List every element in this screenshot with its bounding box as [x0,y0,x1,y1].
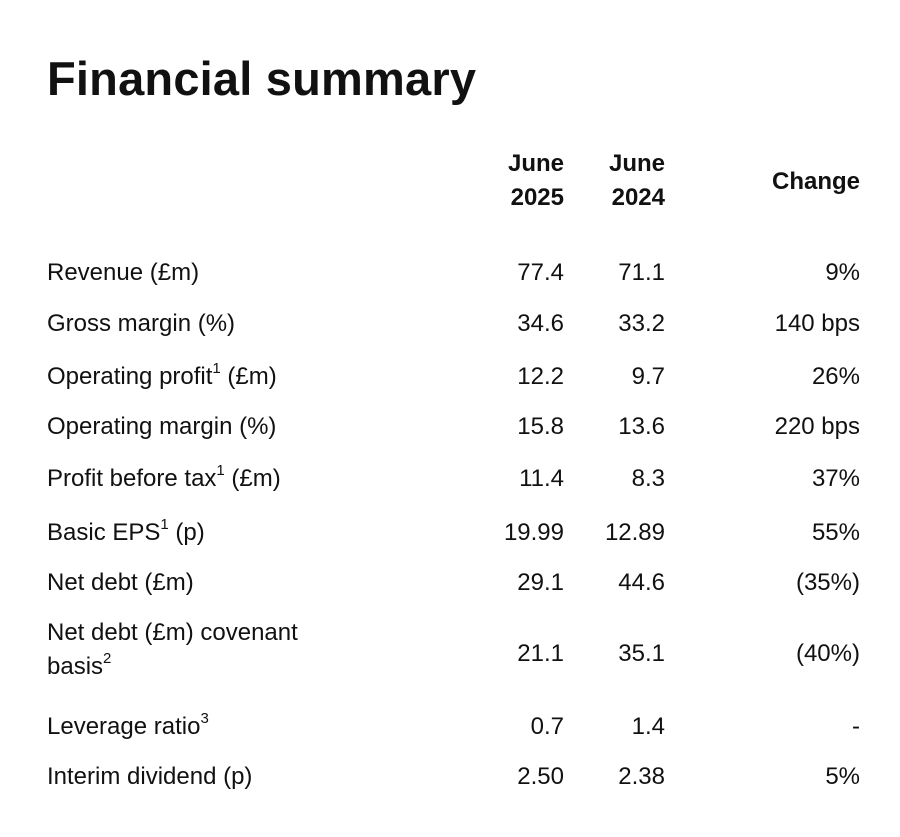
value-june-2025: 11.4 [519,465,564,492]
value-june-2025: 21.1 [517,640,564,667]
value-june-2025: 19.99 [503,519,564,546]
value-june-2025: 2.50 [517,763,564,790]
row-label: Gross margin (%) [47,310,236,337]
row-label-line: basis2 [47,650,298,684]
value-june-2024: 8.3 [631,465,665,492]
value-change: 26% [811,363,860,390]
row-label-text: Leverage ratio [47,713,201,740]
row-label: Leverage ratio3 [47,710,209,744]
column-header-june-2025: June 2025 [508,147,564,215]
value-june-2024: 1.4 [631,713,665,740]
value-june-2025: 0.7 [530,713,564,740]
column-header-year: 2024 [611,184,665,211]
value-change: 140 bps [774,310,860,337]
value-june-2024: 33.2 [618,310,665,337]
value-change: 220 bps [774,413,860,440]
value-change: (40%) [795,640,860,667]
footnote-marker: 2 [103,650,112,667]
column-header-year: 2025 [510,184,564,211]
column-header-month: June [608,150,665,177]
value-june-2025: 77.4 [517,259,564,286]
value-june-2024: 44.6 [618,569,665,596]
value-june-2025: 12.2 [517,363,564,390]
row-label-unit: (£m) [220,363,277,390]
value-june-2024: 13.6 [618,413,665,440]
footnote-marker: 3 [200,710,209,727]
value-june-2025: 15.8 [517,413,564,440]
value-change: (35%) [795,569,860,596]
value-june-2024: 12.89 [604,519,665,546]
value-june-2025: 34.6 [517,310,564,337]
value-change: 5% [825,763,860,790]
value-june-2024: 35.1 [618,640,665,667]
value-change: 37% [811,465,860,492]
row-label-unit: (£m) [224,465,281,492]
column-header-change: Change [771,168,860,195]
page-title: Financial summary [47,52,477,105]
row-label: Net debt (£m) covenant basis2 [47,616,298,684]
value-june-2024: 71.1 [618,259,665,286]
row-label-text: basis [47,653,104,680]
row-label: Revenue (£m) [47,259,200,286]
value-june-2024: 9.7 [631,363,665,390]
value-change: 9% [825,259,860,286]
row-label-line: Net debt (£m) covenant [47,619,298,646]
value-june-2025: 29.1 [517,569,564,596]
row-label: Profit before tax1 (£m) [47,462,281,496]
footnote-marker: 1 [212,360,221,377]
row-label: Operating margin (%) [47,413,277,440]
row-label-text: Basic EPS [47,519,161,546]
footnote-marker: 1 [160,516,169,533]
column-header-june-2024: June 2024 [609,147,665,215]
row-label: Operating profit1 (£m) [47,360,277,394]
value-change: - [852,713,860,740]
row-label: Net debt (£m) [47,569,194,596]
column-header-month: June [507,150,564,177]
row-label-text: Profit before tax [47,465,217,492]
footnote-marker: 1 [216,462,225,479]
row-label-unit: (p) [168,519,205,546]
row-label: Basic EPS1 (p) [47,516,205,550]
value-change: 55% [811,519,860,546]
row-label: Interim dividend (p) [47,763,253,790]
value-june-2024: 2.38 [618,763,665,790]
row-label-text: Operating profit [47,363,213,390]
